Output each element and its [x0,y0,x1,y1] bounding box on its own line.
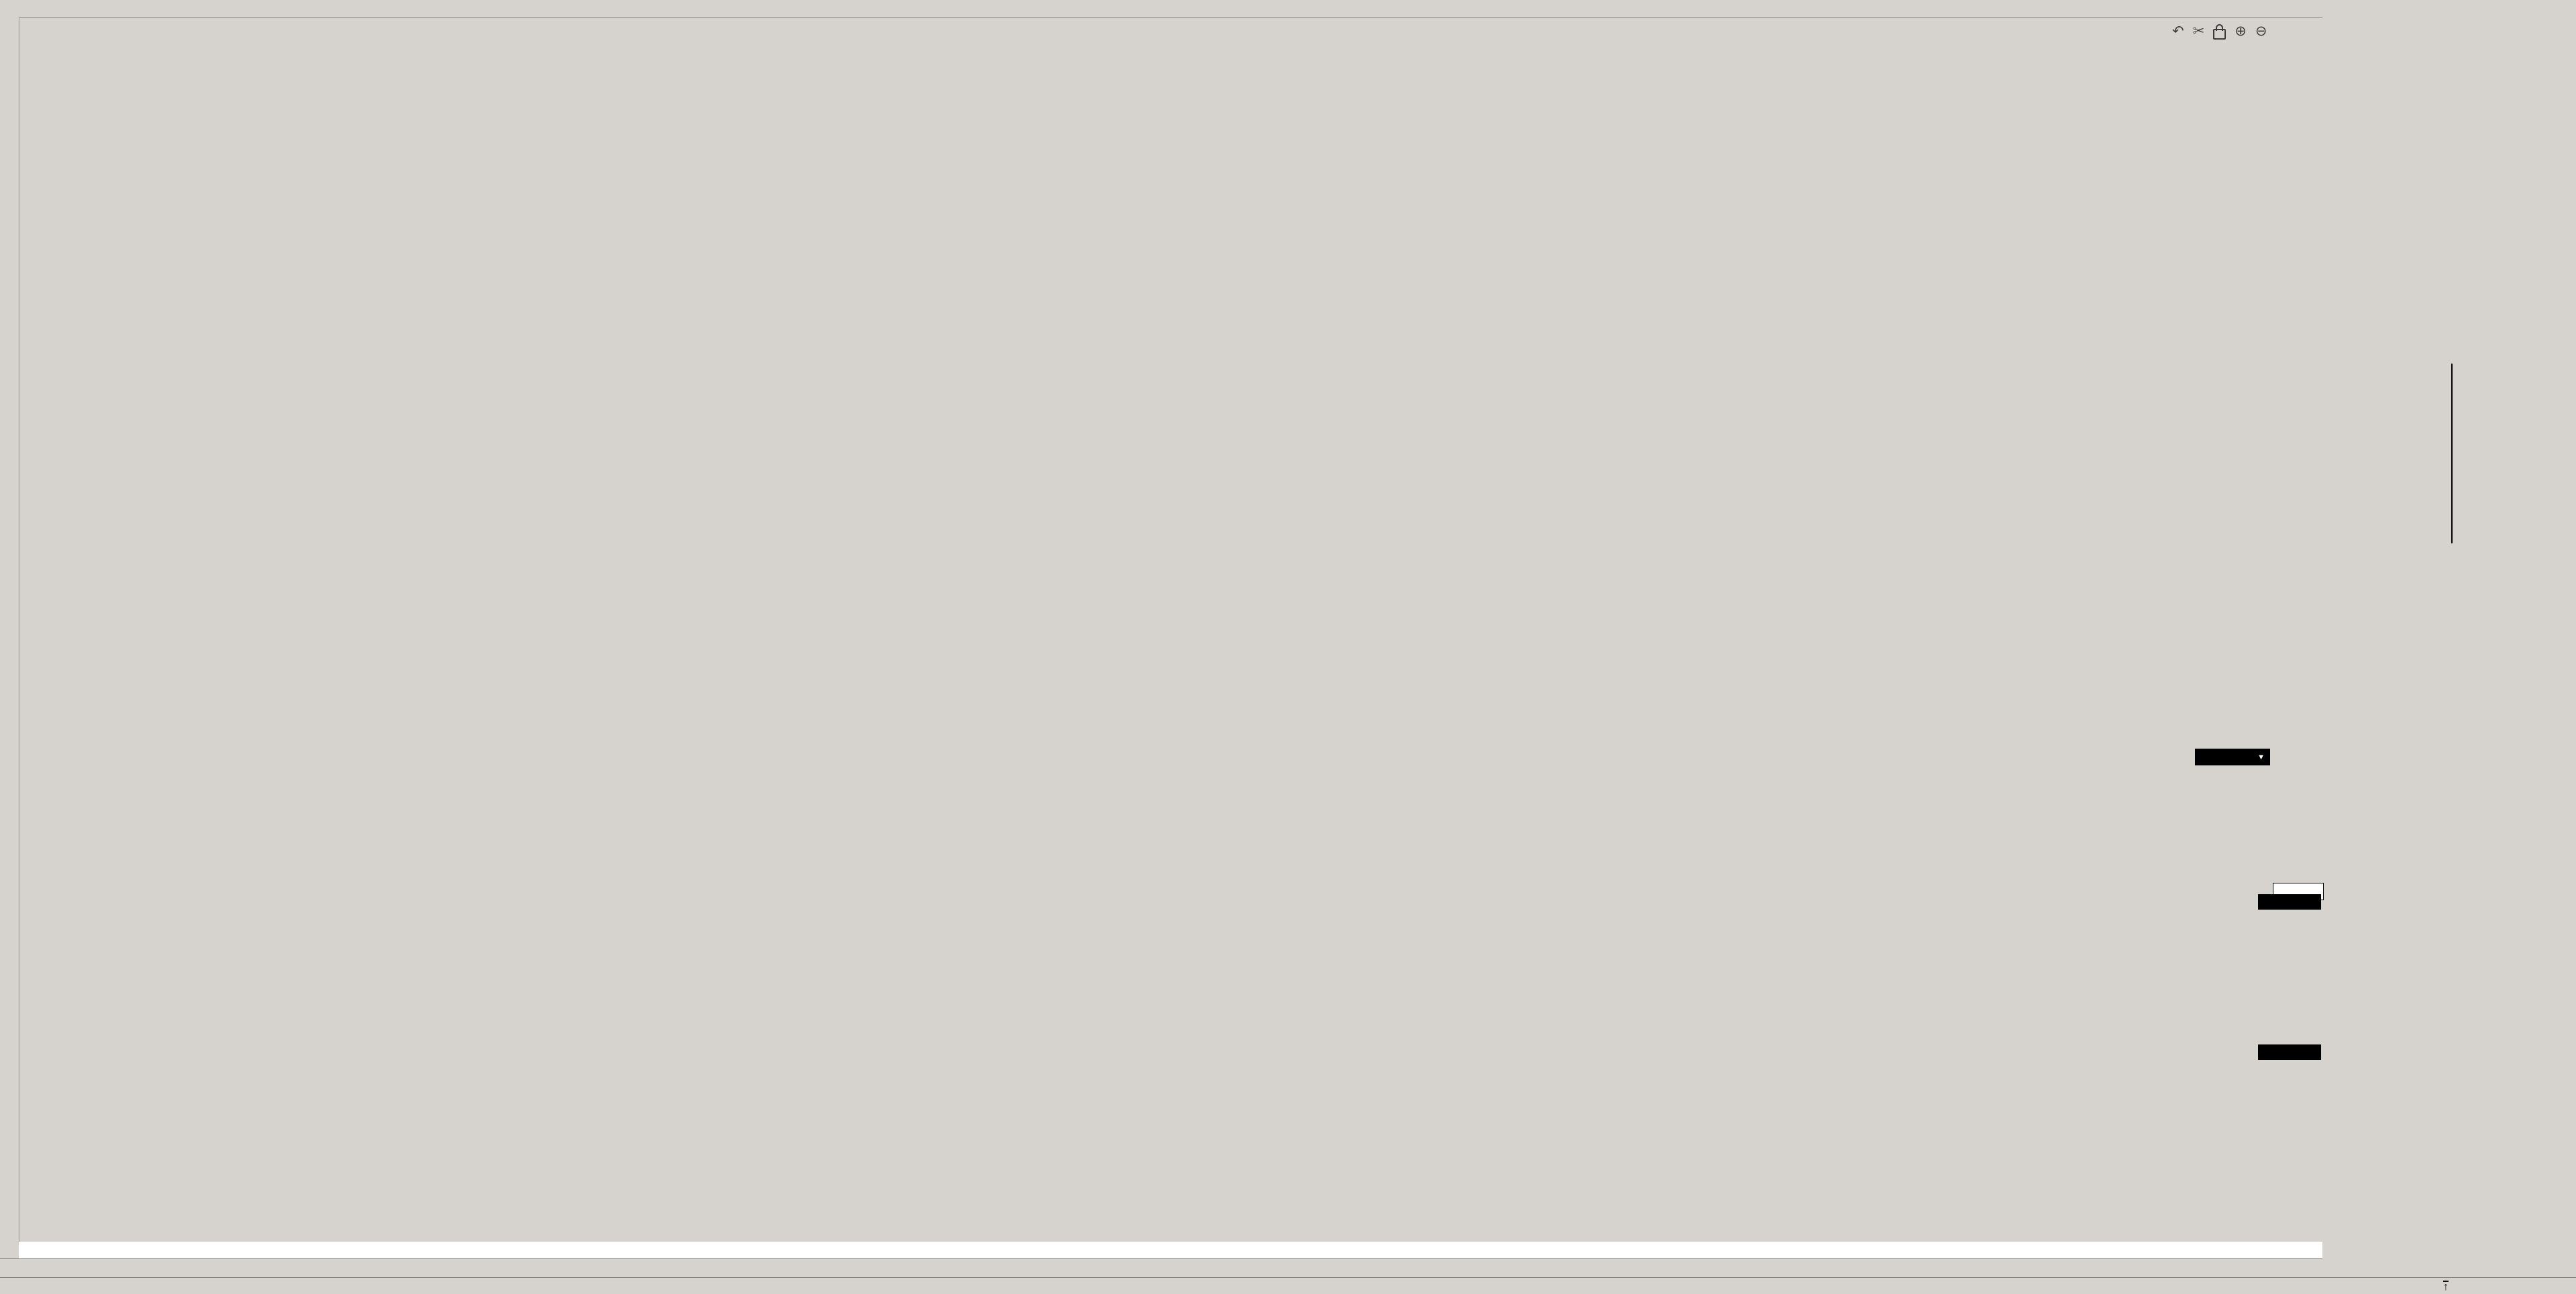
dropdown-arrow-icon: ▼ [2257,753,2265,761]
indicator-tab-bar [0,1258,2322,1277]
scissors-icon[interactable]: ✂ [2192,23,2205,39]
bottom-bar: ↑ [0,1277,2576,1294]
expand-up-icon[interactable]: ↑ [2443,1281,2449,1293]
lock-icon[interactable] [2213,23,2226,40]
macd-explain-badge[interactable] [2258,1044,2321,1060]
undo-icon[interactable]: ↶ [2172,23,2184,39]
x-axis-month-labels [19,1242,2322,1258]
chart-tool-icons: ↶ ✂ ⊕ ⊖ [2172,23,2267,40]
zoom-in-icon[interactable]: ⊕ [2235,23,2247,39]
kdj-explain-badge[interactable] [2258,894,2321,910]
amount-dropdown[interactable]: ▼ [2195,749,2270,765]
period-toolbar [19,0,2322,18]
left-sidebar [0,0,19,1294]
quote-panel [2325,0,2576,1294]
zoom-out-icon[interactable]: ⊖ [2255,23,2267,39]
quote-divider [2451,364,2453,543]
